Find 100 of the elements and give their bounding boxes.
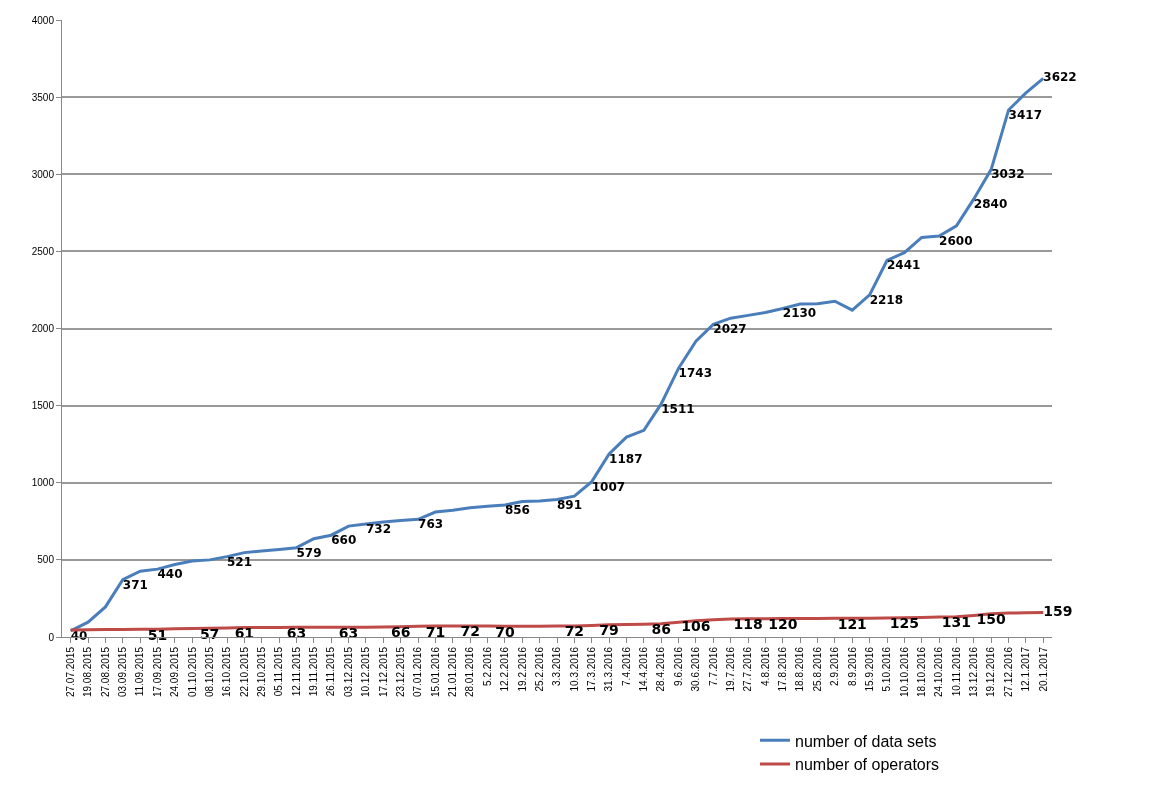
x-tick-label: 25.2.2016: [533, 646, 545, 692]
x-tick-label: 28.01.2016: [464, 646, 476, 698]
data-label: 521: [227, 554, 253, 569]
x-tick-label: 19.08.2015: [82, 646, 94, 698]
x-tick-label: 27.12.2016: [1002, 646, 1014, 698]
data-label: 2218: [869, 292, 904, 307]
data-label: 3622: [1043, 70, 1077, 85]
x-tick-label: 26.11.2015: [325, 646, 337, 697]
x-tick-label: 12.11.2015: [290, 646, 302, 697]
legend-label: number of data sets: [795, 732, 937, 750]
data-label: 440: [157, 567, 183, 582]
y-tick-label: 3500: [31, 91, 55, 103]
x-tick-label: 27.07.2015: [64, 646, 76, 698]
data-label: 120: [768, 615, 798, 632]
y-tick-label: 1500: [31, 400, 55, 412]
data-label: 86: [651, 621, 671, 638]
data-label: 106: [681, 618, 711, 635]
x-tick-label: 17.3.2016: [585, 646, 597, 692]
x-tick-label: 19.11.2015: [308, 646, 320, 697]
x-tick-label: 19.2.2016: [516, 646, 528, 692]
data-label: 72: [564, 623, 585, 640]
x-tick-label: 25.8.2016: [811, 646, 823, 692]
data-label: 118: [733, 616, 763, 633]
x-tick-label: 15.9.2016: [863, 646, 875, 692]
x-tick-label: 10.3.2016: [568, 646, 580, 692]
x-tick-label: 10.11.2016: [950, 646, 962, 697]
x-tick-label: 10.10.2016: [898, 646, 910, 698]
x-tick-label: 30.6.2016: [690, 646, 702, 692]
x-tick-label: 7.4.2016: [620, 646, 632, 686]
data-label: 1511: [661, 401, 695, 416]
x-tick-label: 3.3.2016: [551, 646, 563, 686]
data-label: 856: [504, 502, 530, 517]
x-tick-label: 27.08.2015: [99, 646, 111, 698]
legend-label: number of operators: [795, 756, 940, 774]
x-tick-label: 14.4.2016: [638, 646, 650, 692]
data-label: 3032: [991, 167, 1025, 182]
x-tick-label: 19.7.2016: [724, 646, 736, 692]
data-label: 125: [889, 615, 919, 632]
x-tick-label: 7.7.2016: [707, 646, 719, 686]
y-tick-label: 3000: [31, 168, 55, 180]
x-tick-label: 4.8.2016: [759, 646, 771, 686]
x-tick-label: 23.12.2015: [394, 646, 406, 698]
x-tick-label: 03.12.2015: [342, 646, 354, 698]
data-label: 371: [122, 577, 148, 592]
y-tick-label: 1000: [31, 477, 55, 489]
data-label: 2130: [782, 306, 817, 321]
x-tick-label: 24.09.2015: [169, 646, 181, 698]
x-tick-label: 03.09.2015: [117, 646, 129, 698]
x-tick-label: 08.10.2015: [203, 646, 215, 698]
x-tick-label: 28.4.2016: [655, 646, 667, 692]
x-tick-label: 17.12.2015: [377, 646, 389, 698]
x-tick-label: 17.09.2015: [151, 646, 163, 698]
y-tick-label: 2000: [31, 323, 55, 334]
data-label: 79: [599, 622, 619, 639]
data-label: 732: [365, 522, 392, 537]
x-tick-label: 5.10.2016: [881, 646, 893, 692]
x-tick-label: 27.7.2016: [742, 646, 754, 692]
x-tick-label: 8.9.2016: [846, 646, 858, 686]
y-tick-label: 0: [48, 631, 55, 643]
data-label: 763: [418, 517, 444, 532]
data-label: 70: [495, 623, 515, 640]
x-tick-label: 18.8.2016: [794, 646, 806, 692]
data-label: 579: [296, 545, 322, 560]
data-label: 2441: [887, 258, 921, 273]
data-label: 66: [390, 624, 411, 641]
data-label: 1007: [591, 479, 626, 494]
x-tick-label: 2.9.2016: [829, 646, 841, 686]
data-label: 2600: [939, 233, 973, 248]
y-tick-label: 4000: [31, 14, 55, 26]
data-label: 1187: [609, 451, 643, 466]
data-label: 1743: [678, 366, 712, 381]
data-label: 121: [837, 615, 867, 632]
data-label: 72: [460, 623, 480, 640]
data-label: 891: [557, 497, 583, 512]
x-tick-label: 18.10.2016: [915, 646, 927, 698]
data-label: 2840: [973, 196, 1008, 211]
x-tick-label: 13.12.2016: [968, 646, 980, 698]
x-tick-label: 12.1.2017: [1020, 646, 1032, 692]
x-tick-label: 15.01.2016: [429, 646, 441, 698]
x-tick-label: 29.10.2015: [255, 646, 267, 698]
x-tick-label: 31.3.2016: [603, 646, 615, 692]
data-label: 131: [941, 614, 972, 631]
x-tick-label: 17.8.2016: [777, 646, 789, 692]
data-label: 71: [425, 623, 446, 640]
x-tick-label: 12.2.2016: [499, 646, 511, 692]
x-tick-label: 05.11.2015: [273, 646, 285, 697]
y-tick-label: 2500: [31, 245, 55, 257]
x-tick-label: 10.12.2015: [360, 646, 372, 698]
x-tick-label: 24.10.2016: [933, 646, 945, 698]
data-label: 159: [1043, 602, 1073, 619]
y-tick-label: 500: [37, 554, 55, 566]
x-tick-label: 16.10.2015: [221, 646, 233, 698]
x-tick-label: 5.2.2016: [481, 646, 493, 686]
data-label: 3417: [1008, 107, 1042, 122]
x-tick-label: 01.10.2015: [186, 646, 198, 698]
x-tick-label: 21.01.2016: [447, 646, 459, 698]
x-tick-label: 20.1.2017: [1037, 646, 1049, 692]
x-tick-label: 11.09.2015: [134, 646, 146, 697]
data-label: 660: [331, 533, 357, 548]
data-label: 150: [976, 611, 1007, 628]
